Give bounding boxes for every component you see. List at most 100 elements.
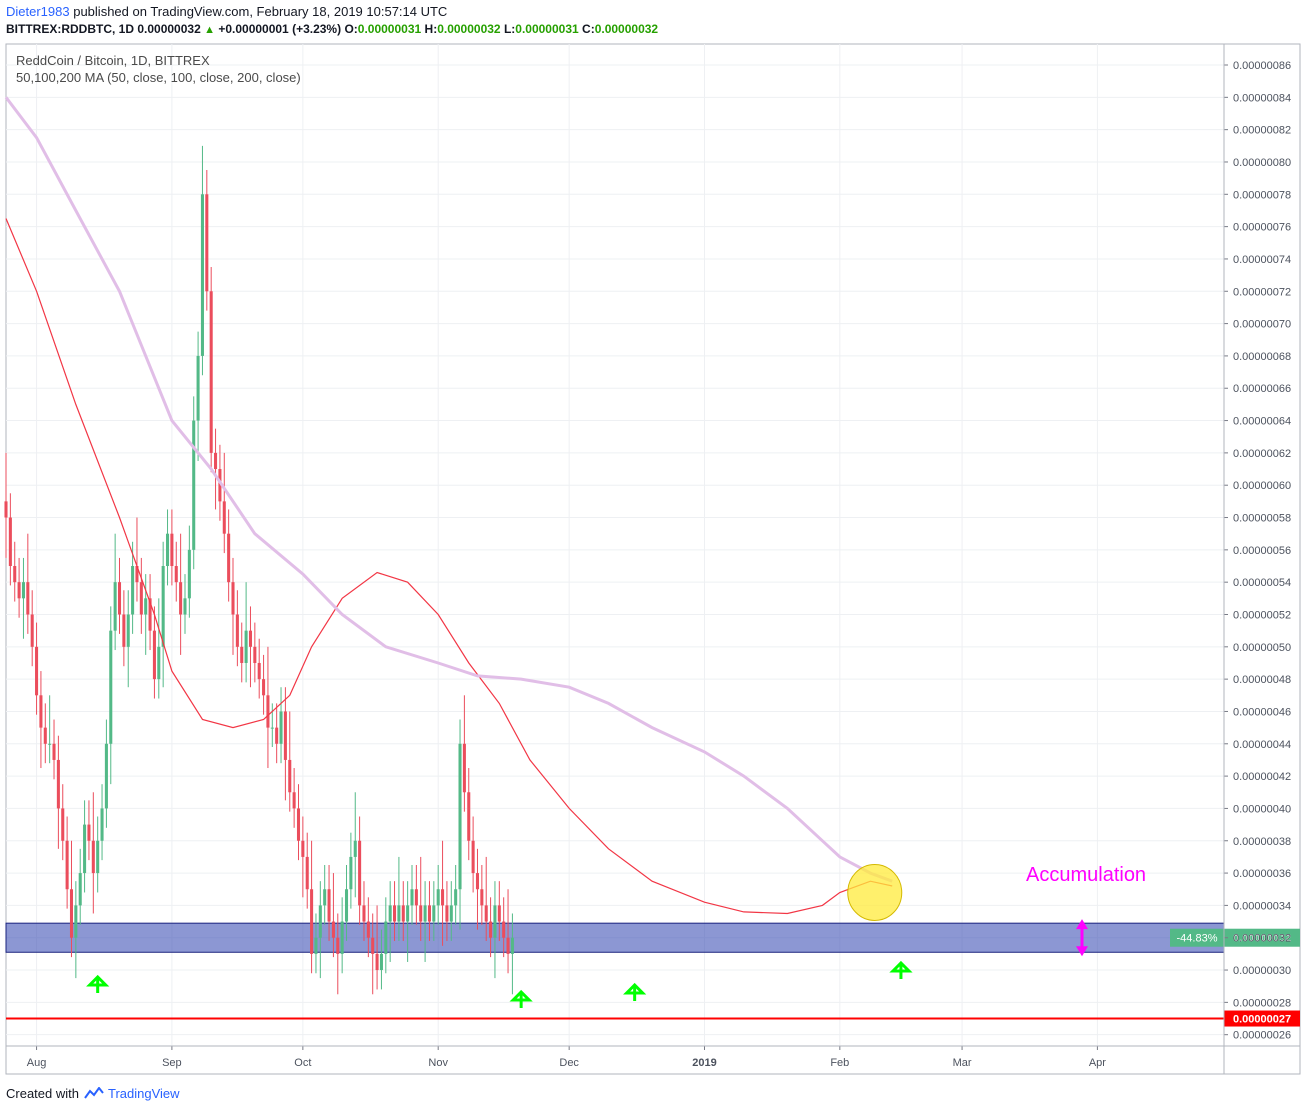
x-tick-label: Oct [294, 1057, 311, 1069]
candle-body [305, 856, 309, 890]
candle-body [275, 727, 279, 744]
candle-body [126, 614, 130, 647]
annotation-layer: 0.00000027 -44.83% 0.00000032 Accumulation [6, 863, 1300, 1027]
candle-body [257, 662, 261, 680]
y-tick-label: 0.00000052 [1233, 609, 1291, 621]
y-tick-label: 0.00000050 [1233, 642, 1291, 654]
candle-body [61, 808, 65, 841]
candle-body [283, 711, 287, 760]
candle-body [74, 905, 78, 938]
candle-body [388, 905, 392, 922]
candle-body [301, 840, 305, 857]
candle-body [87, 824, 91, 841]
candle-body [248, 630, 253, 647]
y-tick-label: 0.00000048 [1233, 674, 1291, 686]
percent-change-tag-text: -44.83% [1177, 933, 1218, 945]
candle-body [327, 889, 331, 922]
candle-body [231, 582, 235, 615]
candle-body [214, 452, 218, 470]
candle-body [69, 889, 74, 938]
candle-body [65, 840, 69, 890]
candle-body [331, 921, 335, 938]
candle-body [165, 533, 170, 567]
y-tick-label: 0.00000062 [1233, 448, 1291, 460]
y-tick-label: 0.00000070 [1233, 319, 1291, 331]
y-tick-label: 0.00000072 [1233, 286, 1291, 298]
candle-body [52, 743, 56, 760]
chart-title: ReddCoin / Bitcoin, 1D, BITTREX [16, 53, 210, 68]
candle-body [344, 889, 349, 922]
candle-body [340, 921, 344, 954]
y-tick-label: 0.00000066 [1233, 383, 1291, 395]
candle-body [323, 889, 327, 906]
candle-body [406, 905, 410, 922]
y-tick-label: 0.00000028 [1233, 997, 1291, 1009]
candle-body [187, 549, 191, 599]
candle-body [161, 566, 165, 647]
candle-body [218, 469, 222, 502]
author-link[interactable]: Dieter1983 [6, 4, 70, 19]
candle-body [467, 792, 471, 841]
candle-body [35, 646, 39, 696]
candle-body [179, 582, 183, 615]
candle-body [131, 566, 135, 615]
highlight-ellipse [847, 863, 903, 921]
y-tick-label: 0.00000046 [1233, 706, 1291, 718]
candle-body [30, 614, 34, 647]
y-tick-label: 0.00000086 [1233, 60, 1291, 72]
candle-body [419, 905, 423, 922]
candle-body [502, 921, 506, 938]
candle-body [510, 937, 514, 954]
candle-body [56, 759, 60, 809]
candle-body [253, 646, 257, 663]
range-arrow-up-head [1076, 919, 1088, 930]
candle-body [441, 889, 445, 906]
y-tick-label: 0.00000036 [1233, 868, 1291, 880]
current-price-tag-text: 0.00000032 [1233, 933, 1291, 945]
candle-body [497, 905, 501, 922]
x-tick-label: Apr [1089, 1057, 1106, 1069]
x-tick-label: 2019 [692, 1057, 716, 1069]
y-tick-label: 0.00000026 [1233, 1030, 1291, 1042]
high-value: 0.00000032 [437, 22, 501, 36]
x-tick-label: Nov [428, 1057, 448, 1069]
candle-body [266, 695, 270, 728]
tradingview-brand[interactable]: TradingView [108, 1086, 180, 1101]
candle-body [244, 630, 248, 663]
low-value: 0.00000031 [515, 22, 579, 36]
accumulation-label: Accumulation [1026, 864, 1146, 886]
candle-body [48, 743, 52, 745]
candle-body [445, 905, 449, 922]
candle-body [157, 646, 161, 680]
candle-body [310, 889, 314, 954]
candle-body [205, 194, 209, 292]
candle-body [454, 889, 458, 906]
candle-body [43, 727, 47, 744]
y-tick-label: 0.00000076 [1233, 222, 1291, 234]
candle-body [83, 824, 87, 874]
candle-body [113, 582, 117, 631]
candles-layer [4, 145, 514, 995]
range-arrow-down-head [1076, 946, 1088, 957]
y-tick-label: 0.00000032 [1233, 933, 1291, 945]
candle-body [200, 194, 204, 356]
candle-body [462, 743, 466, 793]
candle-body [358, 840, 362, 906]
candle-body [262, 679, 266, 696]
candle-body [410, 889, 414, 906]
candle-body [170, 533, 174, 567]
candle-body [506, 937, 510, 954]
percent-change-tag [1170, 928, 1224, 947]
moving-average-layer [4, 96, 893, 915]
candle-body [152, 630, 156, 680]
candle-body [270, 727, 274, 729]
candle-body [17, 582, 21, 599]
candle-body [414, 889, 418, 906]
candle-body [78, 873, 82, 906]
created-with-text: Created with [6, 1086, 79, 1101]
published-text: published on TradingView.com, February 1… [69, 4, 448, 19]
axes-layer: 0.00000026 0.00000028 0.00000030 0.00000032… [6, 44, 1300, 1074]
candle-body [436, 889, 440, 906]
y-tick-label: 0.00000034 [1233, 900, 1291, 912]
